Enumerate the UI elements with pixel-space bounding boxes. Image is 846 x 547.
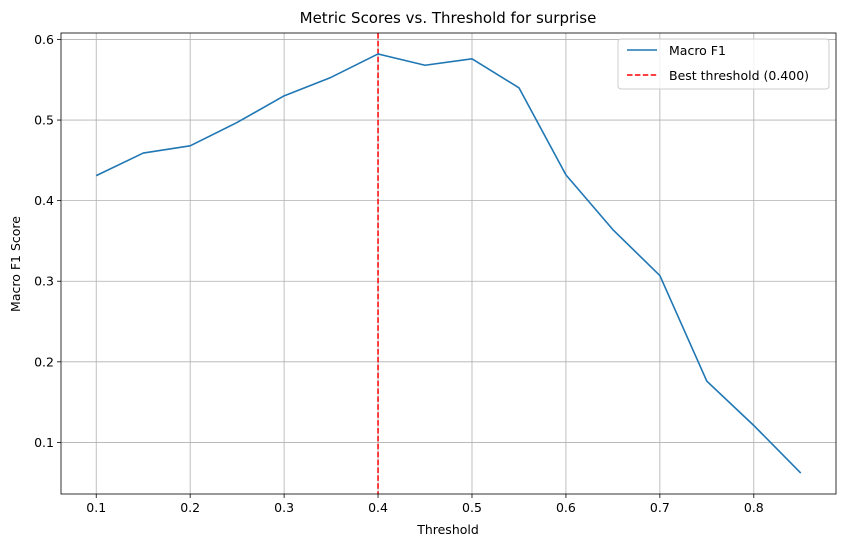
y-axis-ticks: 0.1 0.2 0.3 0.4 0.5 0.6 bbox=[34, 32, 61, 450]
y-axis-label: Macro F1 Score bbox=[8, 216, 23, 312]
series-line-macro-f1 bbox=[95, 53, 802, 474]
y-tick-label: 0.3 bbox=[34, 274, 54, 289]
x-tick-label: 0.1 bbox=[86, 500, 106, 515]
x-tick-label: 0.3 bbox=[274, 500, 294, 515]
legend-box bbox=[617, 38, 830, 90]
plot-frame bbox=[60, 32, 837, 495]
series-lines bbox=[95, 53, 802, 474]
y-tick-label: 0.6 bbox=[34, 32, 54, 47]
legend-label-macro-f1: Macro F1 bbox=[669, 43, 726, 58]
x-axis-ticks: 0.1 0.2 0.3 0.4 0.5 0.6 0.7 0.8 bbox=[86, 494, 764, 515]
x-axis-label: Threshold bbox=[416, 522, 479, 537]
x-tick-label: 0.4 bbox=[368, 500, 388, 515]
x-tick-label: 0.2 bbox=[180, 500, 200, 515]
legend: Macro F1 Best threshold (0.400) bbox=[617, 38, 830, 90]
x-tick-label: 0.7 bbox=[650, 500, 670, 515]
y-tick-label: 0.4 bbox=[34, 193, 54, 208]
legend-label-best-threshold: Best threshold (0.400) bbox=[669, 68, 809, 83]
x-tick-label: 0.8 bbox=[744, 500, 764, 515]
y-tick-label: 0.5 bbox=[34, 113, 54, 128]
x-tick-label: 0.6 bbox=[556, 500, 576, 515]
plot-area bbox=[61, 33, 836, 494]
y-tick-label: 0.2 bbox=[34, 354, 54, 369]
x-tick-label: 0.5 bbox=[462, 500, 482, 515]
grid bbox=[61, 33, 836, 494]
chart-title: Metric Scores vs. Threshold for surprise bbox=[300, 9, 597, 27]
y-tick-label: 0.1 bbox=[34, 435, 54, 450]
